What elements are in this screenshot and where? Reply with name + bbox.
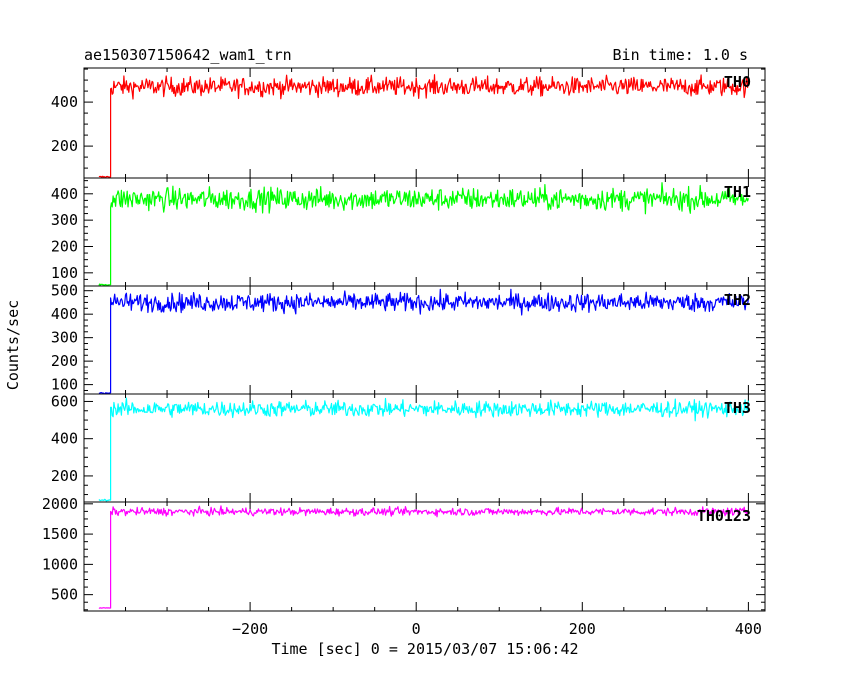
series-line-th0123 [98, 505, 749, 609]
y-tick-label: 200 [51, 467, 78, 485]
x-tick-label: 400 [735, 620, 762, 638]
panels: 200 400 TH0 100 200 300 400 TH1 100 200 300 400 500 T… [42, 67, 766, 612]
bin-time-label: Bin time: 1.0 s [613, 46, 748, 64]
y-tick-label: 500 [51, 282, 78, 300]
y-tick-label: 1000 [42, 555, 78, 573]
series-label-th1: TH1 [724, 183, 751, 201]
y-tick-label: 400 [51, 430, 78, 448]
panel-frame [83, 501, 766, 612]
series-line-th2 [98, 288, 749, 395]
y-tick-label: 100 [51, 376, 78, 394]
panel-th0: 200 400 TH0 [51, 67, 766, 179]
y-tick-label: 400 [51, 305, 78, 323]
series-line-th0 [98, 74, 749, 178]
y-axis-label: Counts/sec [4, 300, 22, 390]
series-label-th3: TH3 [724, 399, 751, 417]
y-tick-label: 600 [51, 392, 78, 410]
y-tick-label: 200 [51, 137, 78, 155]
y-tick-label: 400 [51, 93, 78, 111]
y-tick-label: 200 [51, 352, 78, 370]
y-tick-label: 400 [51, 185, 78, 203]
y-tick-label: 2000 [42, 495, 78, 513]
panel-th1: 100 200 300 400 TH1 [51, 177, 766, 287]
y-tick-label: 100 [51, 264, 78, 282]
chart-title: ae150307150642_wam1_trn [84, 46, 292, 64]
x-axis-tick-labels: −200 0 200 400 [232, 620, 762, 638]
y-tick-label: 300 [51, 329, 78, 347]
series-label-th2: TH2 [724, 291, 751, 309]
x-tick-label: 200 [569, 620, 596, 638]
y-tick-label: 1500 [42, 525, 78, 543]
y-tick-label: 500 [51, 586, 78, 604]
series-line-th1 [98, 182, 749, 286]
series-label-th0: TH0 [724, 73, 751, 91]
x-tick-label: 0 [412, 620, 421, 638]
panel-th2: 100 200 300 400 500 TH2 [51, 282, 766, 395]
y-tick-label: 200 [51, 237, 78, 255]
series-line-th3 [98, 397, 749, 502]
series-label-th0123: TH0123 [697, 507, 751, 525]
x-tick-label: −200 [232, 620, 268, 638]
panel-th0123: 500 1000 1500 2000 TH0123 [42, 495, 766, 612]
x-axis-label: Time [sec] 0 = 2015/03/07 15:06:42 [271, 640, 578, 658]
panel-th3: 200 400 600 TH3 [51, 392, 766, 503]
y-tick-label: 300 [51, 211, 78, 229]
